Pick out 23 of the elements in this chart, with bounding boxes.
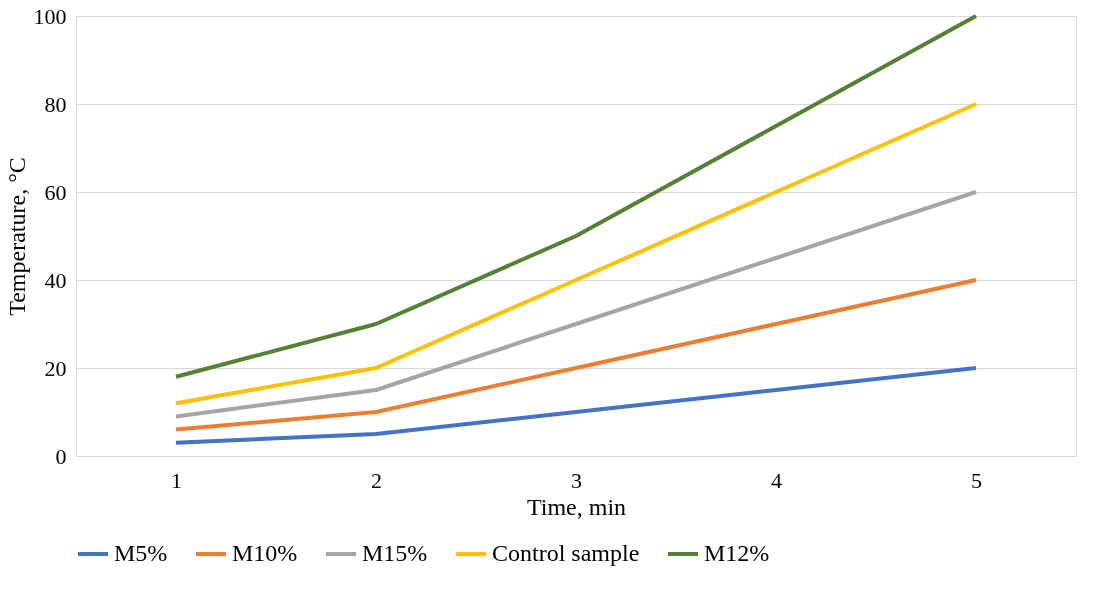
y-tick-label: 20 (44, 355, 67, 381)
y-tick-label: 40 (44, 267, 67, 293)
y-tick-label: 80 (44, 91, 67, 117)
x-tick-label: 5 (971, 467, 982, 493)
y-tick-label: 60 (44, 179, 67, 205)
x-tick-label: 2 (371, 467, 382, 493)
line-series (174, 102, 978, 406)
legend-label: M10% (232, 540, 298, 566)
line-series (174, 366, 978, 445)
line-series (174, 14, 978, 379)
legend-label: M15% (362, 540, 428, 566)
legend-label: Control sample (492, 540, 640, 566)
x-tick-label: 4 (771, 467, 782, 493)
y-tick-label: 100 (33, 3, 67, 29)
x-tick-label: 3 (571, 467, 582, 493)
y-tick-label: 0 (55, 443, 67, 469)
line-series (174, 278, 978, 432)
x-axis-title: Time, min (526, 493, 627, 520)
x-tick-label: 1 (171, 467, 182, 493)
line-series (174, 190, 978, 419)
legend-label: M12% (704, 540, 770, 566)
y-axis-title: Temperature, °C (3, 157, 30, 316)
legend-label: M5% (114, 540, 168, 566)
